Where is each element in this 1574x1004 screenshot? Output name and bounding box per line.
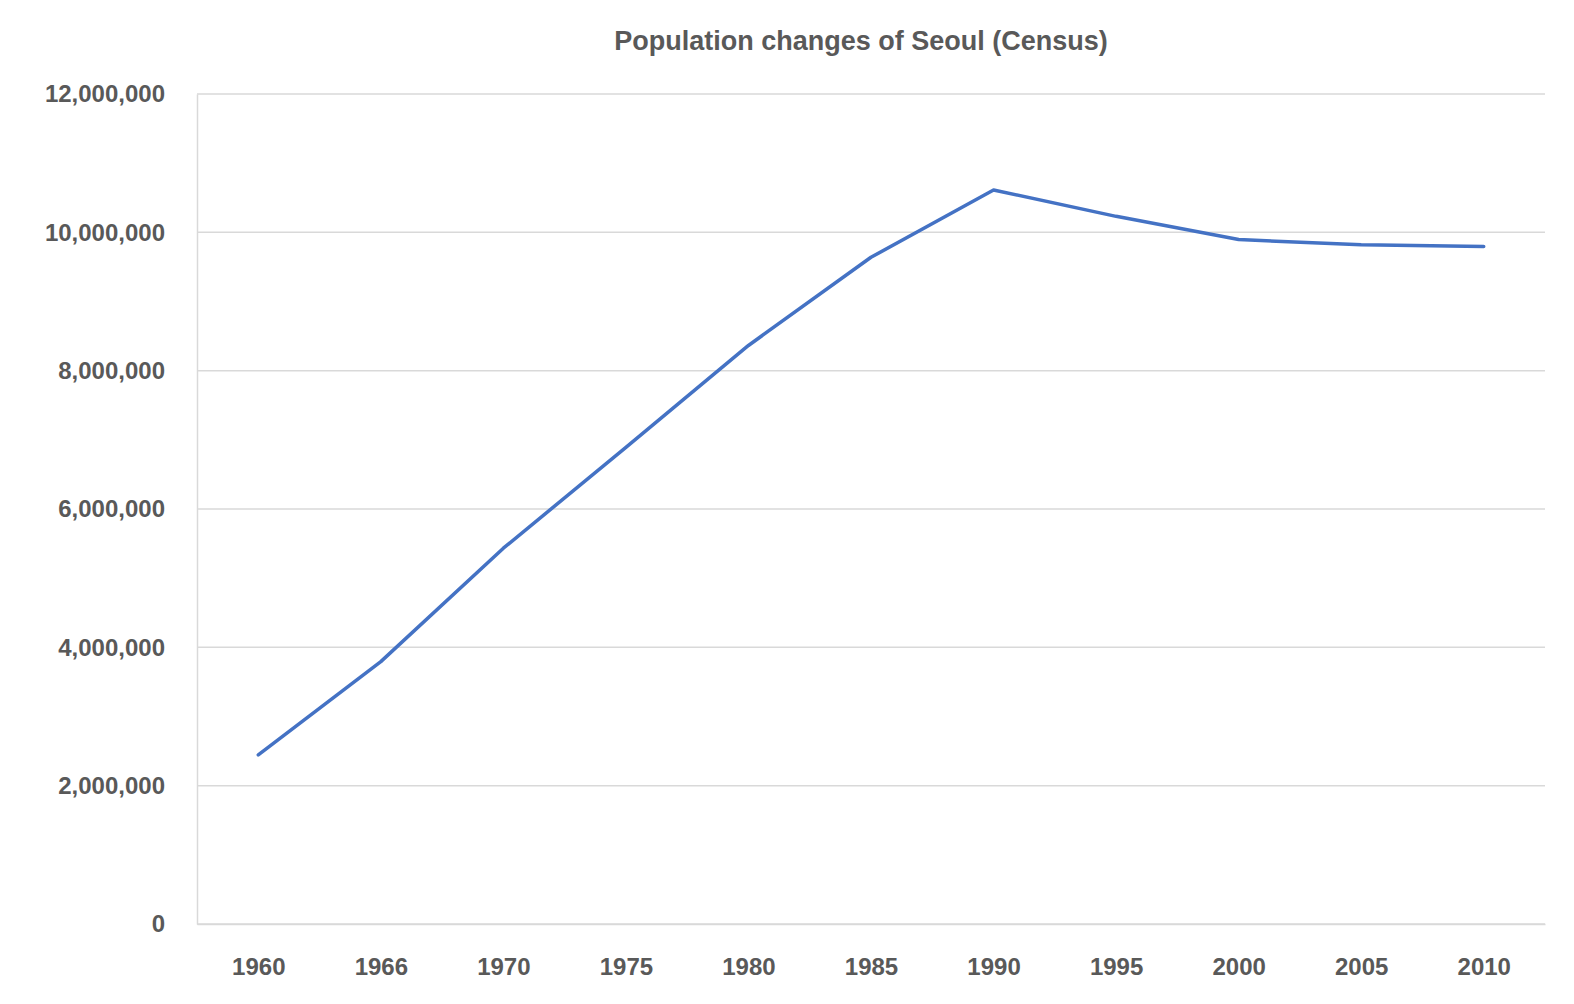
plot-area	[258, 190, 1483, 755]
y-axis-line	[197, 95, 199, 925]
x-tick: 1975	[600, 924, 653, 980]
y-tick: 10,000,000	[45, 219, 197, 246]
series-line	[258, 190, 1483, 755]
grid-line	[197, 508, 1545, 510]
y-tick: 2,000,000	[58, 772, 197, 799]
y-tick: 0	[152, 910, 197, 937]
grid-line	[197, 923, 1545, 925]
chart: Population changes of Seoul (Census) 0 2,0…	[0, 0, 1574, 1004]
x-tick: 2000	[1212, 924, 1265, 980]
y-tick-label: 12,000,000	[45, 80, 165, 107]
grid-line	[197, 232, 1545, 234]
x-tick: 2005	[1335, 924, 1388, 980]
y-axis: 0 2,000,000 4,000,000 6,000,000 8,000,000 10,…	[45, 80, 198, 937]
grid-line	[197, 785, 1545, 787]
x-tick: 2010	[1458, 924, 1511, 980]
x-tick-label: 1985	[845, 953, 898, 980]
x-tick-label: 2005	[1335, 953, 1388, 980]
x-tick: 1990	[967, 924, 1020, 980]
y-tick: 6,000,000	[58, 495, 197, 522]
grid	[197, 94, 1545, 924]
x-tick-label: 1990	[967, 953, 1020, 980]
y-tick-label: 6,000,000	[58, 495, 165, 522]
grid-line	[197, 93, 1545, 95]
x-tick-label: 1980	[722, 953, 775, 980]
chart-title: Population changes of Seoul (Census)	[614, 26, 1108, 56]
x-tick-label: 1995	[1090, 953, 1143, 980]
y-tick-label: 4,000,000	[58, 634, 165, 661]
y-tick-label: 0	[152, 910, 165, 937]
x-tick-label: 1975	[600, 953, 653, 980]
x-tick-label: 1960	[232, 953, 285, 980]
x-tick-label: 1966	[355, 953, 408, 980]
x-tick: 1995	[1090, 924, 1143, 980]
x-tick: 1985	[845, 924, 898, 980]
y-tick-label: 8,000,000	[58, 357, 165, 384]
grid-line	[197, 370, 1545, 372]
y-tick: 12,000,000	[45, 80, 197, 107]
x-tick-label: 1970	[477, 953, 530, 980]
y-tick: 4,000,000	[58, 634, 197, 661]
x-tick: 1970	[477, 924, 530, 980]
y-tick: 8,000,000	[58, 357, 197, 384]
x-tick-label: 2000	[1212, 953, 1265, 980]
y-tick-label: 2,000,000	[58, 772, 165, 799]
x-axis: 1960 1966 1970 1975 1980 1985 1990 1995 2000 2005…	[198, 924, 1546, 980]
x-axis-line	[198, 924, 1546, 926]
x-tick-label: 2010	[1458, 953, 1511, 980]
x-tick: 1966	[355, 924, 408, 980]
x-tick: 1980	[722, 924, 775, 980]
x-tick: 1960	[232, 924, 285, 980]
y-tick-label: 10,000,000	[45, 219, 165, 246]
